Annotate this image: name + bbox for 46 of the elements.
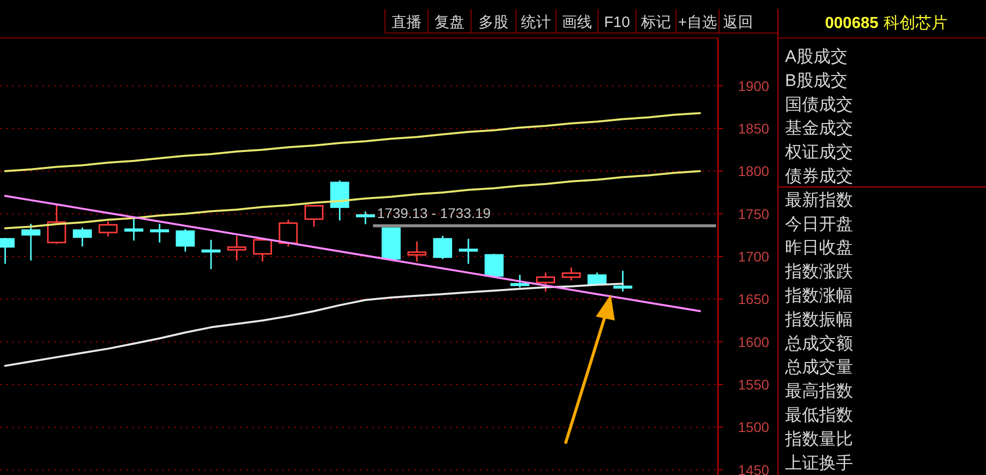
text: 复盘 [434,14,464,31]
text: 总成交量 [784,358,853,377]
text: B股成交 [785,70,848,90]
text: 标记 [640,14,671,31]
text: 统计 [521,14,551,31]
candlestick [407,240,426,262]
text: 基金成交 [785,118,853,138]
candlestick [202,239,221,270]
y-tick-label: 1550 [738,376,770,393]
y-tick-label: 1750 [738,206,770,222]
text: 权证成交 [784,142,853,162]
text: 总成交额 [784,334,853,353]
y-tick-label: 1650 [738,291,770,308]
text: 多股 [478,14,508,31]
text: 指数振幅 [784,310,853,329]
text: 债券成交 [785,166,853,186]
text: 昨日收盘 [785,238,853,258]
y-tick-label: 1800 [738,163,770,180]
text: 最高指数 [785,382,853,401]
y-tick-label: 1450 [738,462,770,475]
y-tick-label: 1900 [738,78,770,94]
text: A股成交 [785,47,848,66]
text: 000685 科创芯片 [825,14,948,32]
line-series [4,194,701,312]
text: 指数涨幅 [784,286,853,305]
y-tick-label: 1850 [738,120,770,136]
text: 国债成交 [785,94,853,114]
annotation: 1739.13 - 1733.19 [377,204,491,221]
text: 返回 [723,14,753,31]
text: 最低指数 [785,406,853,424]
candlestick [227,235,246,262]
text: 最新指数 [785,190,853,210]
text: 画线 [562,14,592,31]
y-tick-label: 1600 [738,334,770,350]
y-tick-label: 1500 [738,419,770,436]
line-series [4,112,701,172]
text: 指数涨跌 [784,262,853,282]
text: F10 [604,14,630,31]
text: 今日开盘 [785,214,853,234]
text: 直播 [392,14,422,31]
y-tick-label: 1700 [738,248,770,264]
candlestick [458,238,478,265]
text: +自选 [678,14,717,31]
text: 上证换手 [785,453,853,472]
text: 指数量比 [784,429,853,448]
candlestick [124,218,144,242]
